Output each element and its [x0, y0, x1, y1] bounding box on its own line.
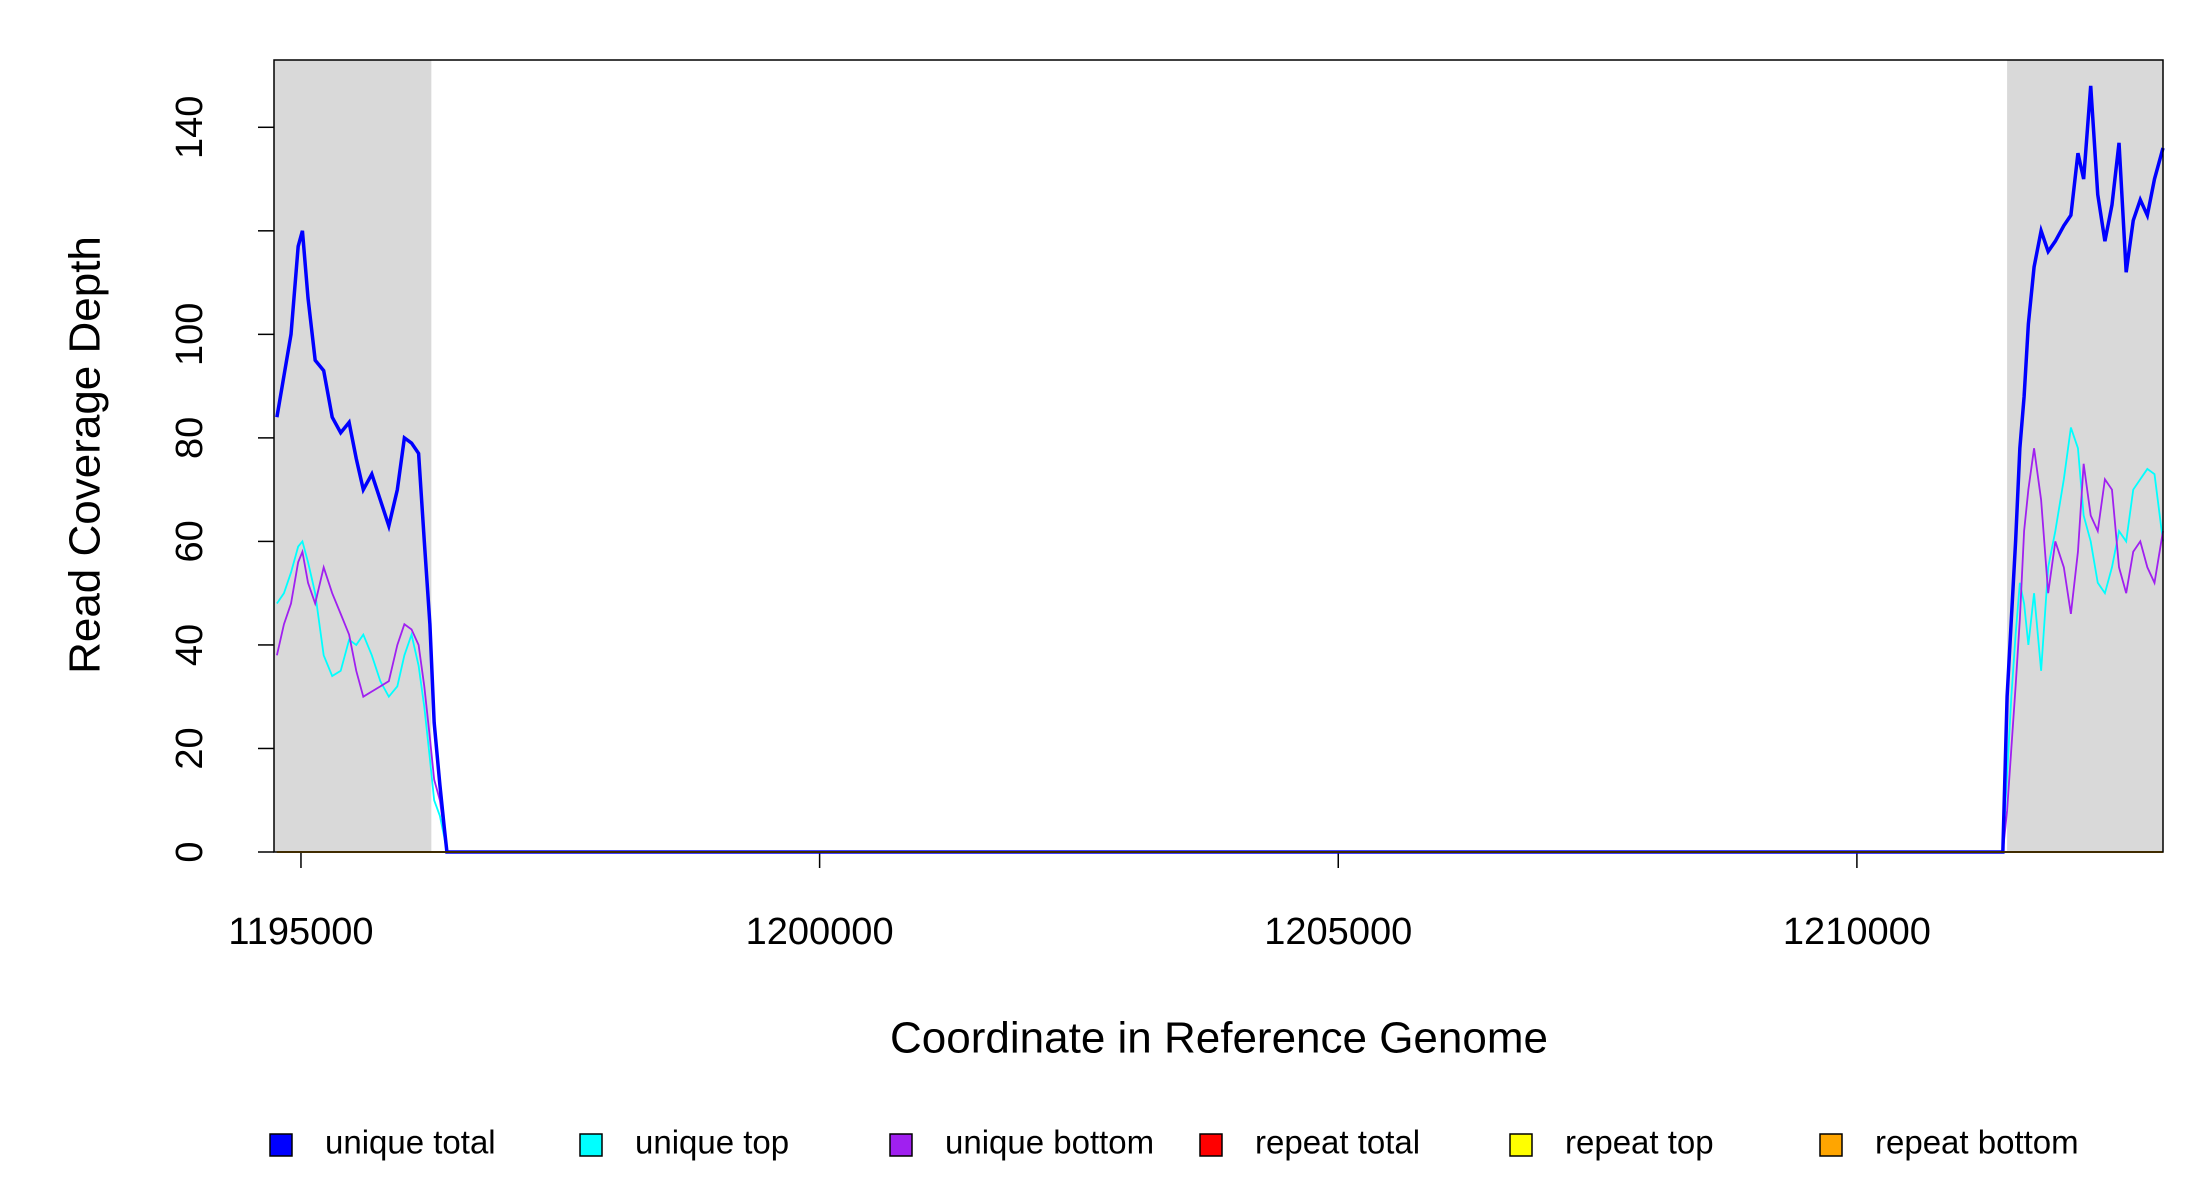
- legend-swatch: [1199, 1133, 1223, 1157]
- legend-swatch: [269, 1133, 293, 1157]
- x-tick-label: 1205000: [1264, 911, 1412, 953]
- plot-frame: [273, 59, 2164, 853]
- x-tick-label: 1210000: [1783, 911, 1931, 953]
- series-line: [276, 448, 2164, 853]
- y-tick-label: 40: [169, 624, 211, 666]
- series-line: [275, 85, 2165, 854]
- legend-swatch: [579, 1133, 603, 1157]
- shaded-region: [274, 60, 432, 852]
- y-tick-label: 100: [169, 303, 211, 366]
- legend-swatch: [889, 1133, 913, 1157]
- legend-label: unique total: [325, 1124, 496, 1161]
- legend-label: repeat top: [1565, 1124, 1714, 1161]
- y-tick-label: 20: [169, 727, 211, 769]
- y-tick-label: 0: [169, 841, 211, 862]
- y-tick-label: 80: [169, 417, 211, 459]
- legend-label: repeat total: [1255, 1124, 1420, 1161]
- legend-label: unique bottom: [945, 1124, 1154, 1161]
- series-line: [276, 427, 2164, 853]
- y-tick-label: 140: [169, 96, 211, 159]
- legend-swatch: [1509, 1133, 1533, 1157]
- y-tick-label: 60: [169, 520, 211, 562]
- legend-swatch: [1819, 1133, 1843, 1157]
- x-axis-title: Coordinate in Reference Genome: [890, 1014, 1548, 1063]
- x-tick-label: 1200000: [746, 911, 894, 953]
- legend-label: unique top: [635, 1124, 789, 1161]
- legend-label: repeat bottom: [1875, 1124, 2079, 1161]
- x-tick-label: 1195000: [228, 911, 373, 953]
- y-axis-title: Read Coverage Depth: [61, 236, 110, 674]
